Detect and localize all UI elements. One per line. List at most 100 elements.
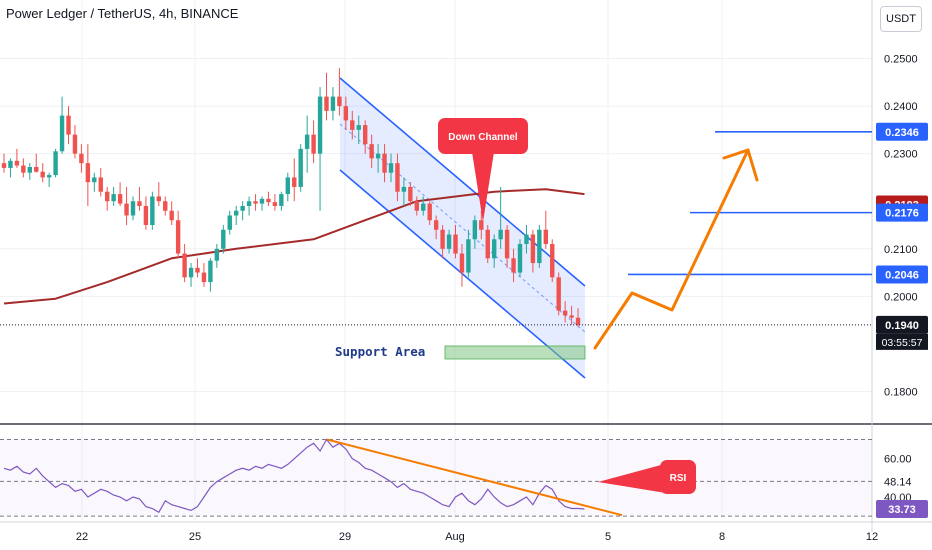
- candle-body: [472, 220, 478, 240]
- candle-body: [124, 203, 129, 216]
- rsi-line: [3, 438, 585, 514]
- candle-body: [369, 144, 374, 159]
- candle-body: [117, 194, 123, 204]
- candle-body: [105, 191, 110, 202]
- candle-body: [388, 163, 394, 173]
- rsi-trend-line[interactable]: [326, 438, 623, 517]
- candle-body: [324, 96, 329, 111]
- candle-body: [27, 166, 32, 173]
- countdown-label: 03:55:57: [882, 337, 923, 349]
- moving-average-line: [3, 188, 585, 305]
- candle-body: [34, 166, 39, 172]
- candle-body: [221, 229, 226, 249]
- candle-body: [337, 96, 342, 107]
- candle-body: [163, 201, 168, 211]
- rsi-tick-label: 60.00: [884, 454, 912, 466]
- down-channel-upper-line[interactable]: [339, 77, 586, 287]
- candle-body: [40, 171, 45, 178]
- candle-body: [562, 310, 568, 316]
- candle-body: [556, 277, 561, 311]
- candle-body: [85, 163, 91, 183]
- candle-body: [253, 201, 258, 204]
- candle-body: [240, 205, 245, 211]
- candle-body: [408, 186, 413, 202]
- candle-body: [524, 234, 529, 245]
- candle-body: [46, 175, 52, 178]
- candle-body: [446, 234, 452, 249]
- price-label: 0.2046: [885, 269, 919, 281]
- price-tick-label: 0.2300: [884, 149, 918, 161]
- candle-body: [569, 315, 574, 318]
- candle-body: [543, 229, 548, 245]
- candle-body: [375, 153, 381, 159]
- candle-body: [363, 125, 368, 145]
- support-area-zone: [444, 345, 586, 360]
- candle-body: [72, 134, 78, 154]
- candle-body: [66, 115, 71, 135]
- price-label: 0.2176: [885, 208, 919, 220]
- candle-body: [246, 201, 252, 206]
- projection-arrow-head: [722, 148, 759, 182]
- candle-body: [317, 96, 323, 154]
- candle-body: [156, 196, 161, 202]
- candle-body: [169, 210, 174, 221]
- price-tick-label: 0.2000: [884, 291, 918, 303]
- candle-body: [234, 210, 239, 216]
- candle-body: [92, 177, 97, 183]
- price-label-box: [876, 122, 928, 141]
- time-tick-label: 29: [339, 531, 351, 543]
- candle-body: [466, 239, 471, 273]
- price-label: 0.2346: [885, 127, 919, 139]
- candle-body: [143, 205, 149, 225]
- candle-body: [201, 272, 207, 283]
- candle-body: [8, 160, 13, 168]
- candle-body: [421, 203, 426, 211]
- rsi-value-box: [876, 500, 928, 519]
- time-tick-label: 25: [189, 531, 201, 543]
- rsi-tick-label: 48.14: [884, 476, 912, 488]
- candle-body: [214, 248, 220, 261]
- candle-body: [575, 317, 581, 325]
- candle-body: [414, 201, 419, 211]
- candle-body: [111, 194, 116, 202]
- candle-body: [14, 160, 20, 166]
- candle-body: [182, 253, 187, 278]
- candle-body: [98, 177, 103, 192]
- candle-body: [453, 234, 458, 254]
- candle-body: [356, 125, 361, 130]
- price-label-box: [876, 203, 928, 222]
- candle-body: [285, 177, 290, 195]
- countdown-box: [876, 333, 928, 350]
- down-channel-callout-pointer: [472, 152, 494, 222]
- projection-arrow[interactable]: [593, 148, 750, 350]
- candle-body: [137, 201, 142, 206]
- time-tick-label: 8: [719, 531, 725, 543]
- price-tick-label: 0.1800: [884, 386, 918, 398]
- time-tick-label: 12: [866, 531, 878, 543]
- currency-button[interactable]: USDT: [880, 6, 922, 32]
- candle-body: [195, 267, 200, 273]
- candle-body: [517, 244, 523, 273]
- candle-body: [550, 244, 555, 278]
- rsi-callout-pointer: [598, 462, 672, 494]
- chart-title: Power Ledger / TetherUS, 4h, BINANCE: [6, 6, 239, 21]
- down-channel-lower-line[interactable]: [339, 169, 586, 379]
- candle-body: [479, 220, 484, 230]
- candle-body: [150, 196, 155, 225]
- candle-body: [21, 165, 26, 173]
- down-channel-fill: [340, 78, 585, 378]
- candle-body: [227, 215, 232, 230]
- time-tick-label: 22: [76, 531, 88, 543]
- candle-body: [1, 163, 7, 168]
- candle-body: [53, 151, 58, 176]
- candle-body: [459, 253, 465, 273]
- candle-body: [279, 194, 284, 206]
- support-area-label: Support Area: [335, 344, 425, 359]
- candle-body: [401, 186, 407, 192]
- candle-body: [343, 106, 349, 121]
- candle-body: [498, 229, 503, 240]
- candle-body: [208, 260, 213, 283]
- time-tick-label: 5: [605, 531, 611, 543]
